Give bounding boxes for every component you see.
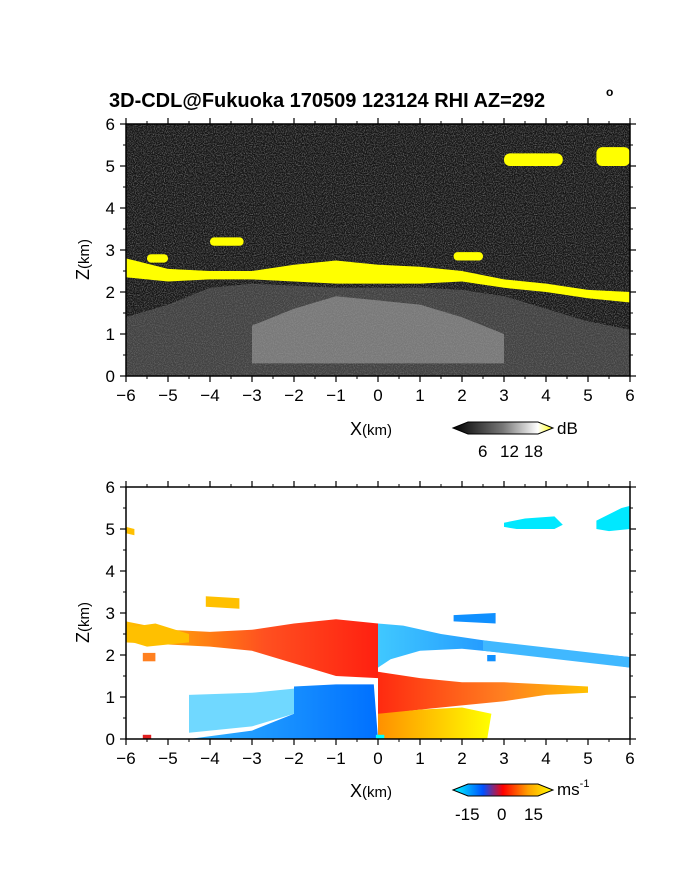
backscatter-xtick-label: −4 [200,386,219,405]
backscatter-ytick-label: 2 [106,283,115,302]
velocity-xtick-label: 6 [625,749,634,768]
backscatter-xtick-label: −2 [284,386,303,405]
backscatter-xtick-label: −5 [158,386,177,405]
upper-cloud-patch [504,153,563,166]
cloud-fragment [147,254,168,263]
velocity-xtick-label: 4 [541,749,550,768]
velocity-xtick-label: −4 [200,749,219,768]
velocity-xtick-label: 1 [415,749,424,768]
backscatter-xtick-label: 5 [583,386,592,405]
backscatter-xtick-label: −1 [326,386,345,405]
backscatter-ytick-label: 3 [106,241,115,260]
velocity-xtick-label: −3 [242,749,261,768]
lower-right-surface-region [378,707,492,739]
backscatter-colorbar-bar [451,421,555,435]
upper-layer-far-right [483,640,630,668]
velocity-xtick-label: −1 [326,749,345,768]
backscatter-ytick-label: 0 [106,367,115,386]
velocity-marks [126,505,630,739]
velocity-colorbar-tick: 15 [524,805,543,824]
velocity-ylabel-main: Z [73,632,93,643]
backscatter-ylabel-main: Z [73,269,93,280]
upper-left-fragment [205,596,240,609]
backscatter-xtick-label: 6 [625,386,634,405]
left-edge-cloud [126,623,189,647]
backscatter-xlabel-main: X [350,419,362,439]
small-blue-fragment [487,655,496,662]
backscatter-xtick-label: 4 [541,386,550,405]
upper-cloud-patch [596,147,630,166]
backscatter-xtick-label: −3 [242,386,261,405]
backscatter-axes: −6 −5 −4 −3 −2 −1 0 1 2 3 4 5 6 0 1 2 3 4 5 6 [106,115,636,405]
velocity-colorbar: ms-1 -15 0 15 [451,778,589,824]
velocity-ytick-label: 1 [106,688,115,707]
velocity-colorbar-unit-main: ms [557,780,580,799]
upper-cloud-cyan [504,516,563,529]
velocity-xtick-label: −2 [284,749,303,768]
velocity-ytick-label: 2 [106,646,115,665]
velocity-colorbar-unit: ms-1 [557,778,589,799]
velocity-xtick-label: −5 [158,749,177,768]
backscatter-colorbar: dB 6 12 18 [451,419,578,461]
velocity-xtick-label: 5 [583,749,592,768]
velocity-xtick-label: 2 [457,749,466,768]
velocity-ytick-label: 0 [106,730,115,749]
velocity-ytick-label: 3 [106,604,115,623]
velocity-ylabel-unit: (km) [76,602,93,632]
velocity-colorbar-tick: 0 [497,805,506,824]
velocity-colorbar-tick: -15 [455,805,480,824]
velocity-ytick-label: 5 [106,520,115,539]
lower-layer-positive-velocity [378,671,588,739]
upper-blue-fragment [453,613,496,624]
edge-fragment [126,526,135,536]
cloud-layer [126,258,630,303]
backscatter-xtick-label: 0 [373,386,382,405]
backscatter-ylabel-unit: (km) [76,239,93,269]
backscatter-xlabel: X(km) [350,419,392,439]
backscatter-xtick-label: −6 [116,386,135,405]
upper-cloud-cyan [596,505,630,532]
velocity-axes: −6 −5 −4 −3 −2 −1 0 1 2 3 4 5 6 0 1 2 3 4 5 6 [106,478,636,768]
velocity-xlabel-unit: (km) [362,784,392,801]
lower-left-sparse-region [189,688,294,733]
backscatter-xtick-label: 3 [499,386,508,405]
velocity-xtick-label: 0 [373,749,382,768]
backscatter-colorbar-tick: 6 [478,442,487,461]
backscatter-ylabel: Z(km) [73,239,93,280]
velocity-xtick-label: −6 [116,749,135,768]
figure-title: 3D-CDL@Fukuoka 170509 123124 RHI AZ=292 [109,90,545,112]
backscatter-marks [126,147,630,376]
edge-fragment [142,652,156,662]
backscatter-xtick-label: 1 [415,386,424,405]
backscatter-ytick-label: 5 [106,157,115,176]
backscatter-colorbar-tick: 12 [500,442,519,461]
title-degree-superscript: o [606,85,613,99]
lower-layer-negative-velocity [126,684,378,739]
backscatter-ytick-label: 6 [106,115,115,134]
backscatter-xtick-label: 2 [457,386,466,405]
bright-aerosol-region [252,296,504,364]
velocity-ylabel: Z(km) [73,602,93,643]
velocity-xtick-label: 3 [499,749,508,768]
velocity-ytick-label: 6 [106,478,115,497]
velocity-colorbar-unit-superscript: -1 [580,778,590,790]
backscatter-ytick-label: 1 [106,325,115,344]
velocity-xlabel-main: X [350,781,362,801]
velocity-colorbar-bar [451,783,555,797]
cloud-fragment [210,237,244,246]
velocity-ytick-label: 4 [106,562,115,581]
backscatter-colorbar-tick: 18 [524,442,543,461]
backscatter-colorbar-unit: dB [557,419,578,438]
backscatter-xlabel-unit: (km) [362,422,392,439]
surface-speck-cyan [375,734,385,739]
velocity-xlabel: X(km) [350,781,392,801]
surface-speck [142,734,152,739]
cloud-fragment [453,252,483,261]
backscatter-ytick-label: 4 [106,199,115,218]
